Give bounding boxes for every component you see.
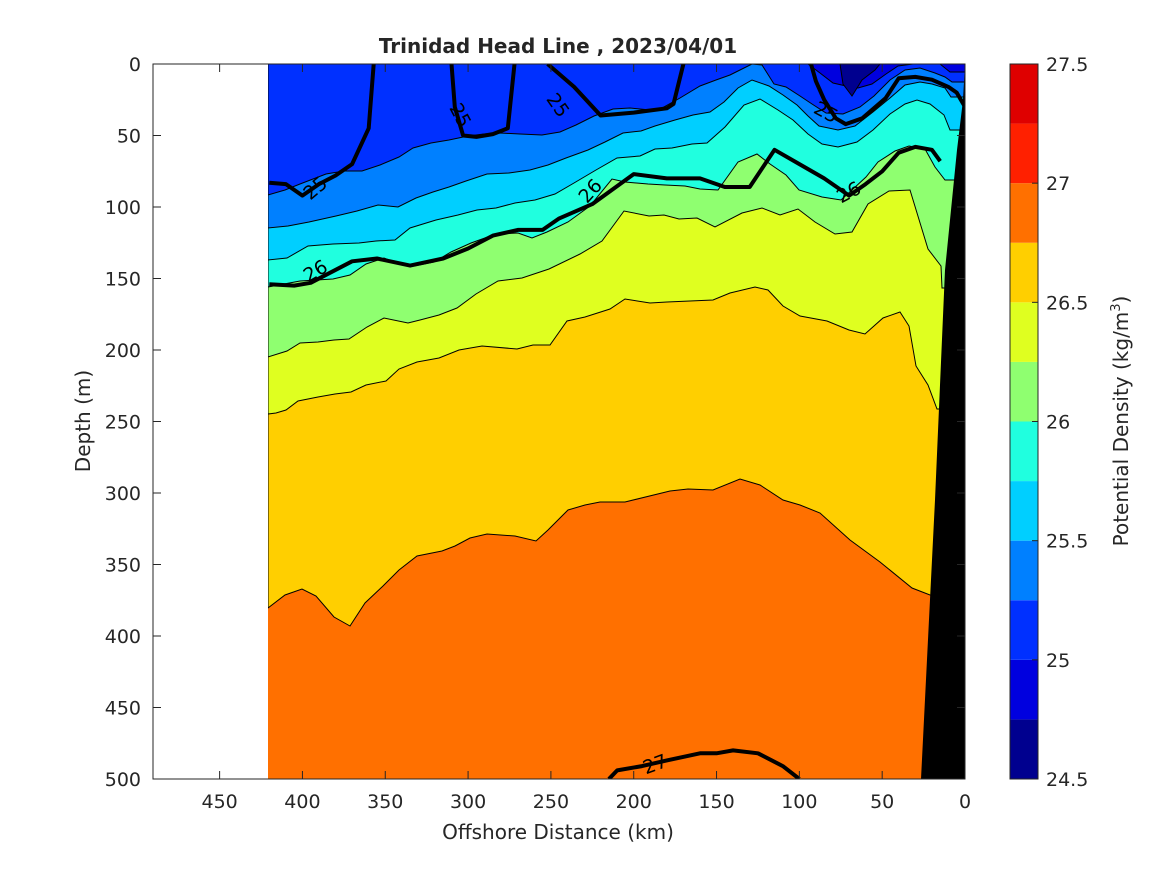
colorbar-label-close: ) [1109,296,1133,304]
y-tick-label: 300 [105,483,141,505]
colorbar-tick-label: 26.5 [1046,292,1088,314]
x-tick-label: 50 [870,791,894,813]
band-25.0-25.25 [267,64,965,196]
colorbar-swatch [1010,719,1038,779]
y-tick-label: 150 [105,269,141,291]
y-tick-label: 250 [105,412,141,434]
y-tick-label: 350 [105,555,141,577]
filled-contour-bands [267,64,965,779]
contour-line-25 [449,64,517,139]
colorbar-swatch [1010,421,1038,482]
y-tick-label: 0 [129,54,141,76]
seafloor-bathymetry-fill [921,64,965,779]
x-tick-label: 300 [450,791,486,813]
y-axis-label: Depth (m) [71,370,95,472]
colorbar-tick-label: 25 [1046,650,1070,672]
colorbar-tick-label: 24.5 [1046,769,1088,791]
x-axis: 450 400 350 300 250 200 150 100 50 0 [201,64,971,813]
x-tick-label: 0 [959,791,971,813]
colorbar-swatch [1010,361,1038,422]
colorbar-swatch [1010,183,1038,243]
band-24.75-25.0 [268,64,965,89]
contour-lines [269,64,965,779]
x-tick-label: 200 [616,791,652,813]
y-tick-label: 50 [117,126,141,148]
colorbar-swatch [1010,302,1038,362]
colorbar-tick-label: 27 [1046,173,1070,195]
x-tick-label: 350 [367,791,403,813]
colorbar [1009,63,1039,780]
no-data-region [153,64,268,779]
contour-line-27 [607,748,801,779]
y-tick-label: 100 [105,197,141,219]
colorbar-ticks: 24.5 25 25.5 26 26.5 27 27.5 [1032,54,1088,791]
colorbar-tick-label: 27.5 [1046,54,1088,76]
colorbar-swatch [1010,600,1038,660]
x-tick-label: 250 [533,791,569,813]
y-tick-label: 400 [105,626,141,648]
x-axis-label: Offshore Distance (km) [442,820,674,844]
colorbar-label-main: Potential Density (kg/m [1109,312,1133,547]
contour-line-25 [269,64,376,198]
colorbar-swatch [1010,123,1038,184]
colorbar-tick-label: 26 [1046,412,1070,434]
x-tick-label: 150 [698,791,734,813]
contour-line-26 [269,144,942,288]
colorbar-swatch [1010,242,1038,303]
colorbar-swatch [1010,659,1038,720]
x-tick-label: 400 [284,791,320,813]
y-tick-label: 200 [105,340,141,362]
contour-line-25 [546,64,686,118]
y-axis: 0 50 100 150 200 250 300 350 400 450 500 [105,54,965,791]
band-24.5-24.75 [839,64,881,97]
colorbar-swatch [1010,540,1038,601]
y-tick-label: 450 [105,698,141,720]
colorbar-label: Potential Density (kg/m3) [1109,296,1133,547]
x-tick-label: 100 [781,791,817,813]
x-tick-label: 450 [201,791,237,813]
chart-title: Trinidad Head Line , 2023/04/01 [379,34,737,58]
contour-line-25 [809,64,965,127]
colorbar-label-superscript: 3 [1109,303,1124,311]
y-tick-label: 500 [105,769,141,791]
colorbar-swatch [1010,481,1038,541]
colorbar-swatch [1010,64,1038,124]
colorbar-tick-label: 25.5 [1046,531,1088,553]
